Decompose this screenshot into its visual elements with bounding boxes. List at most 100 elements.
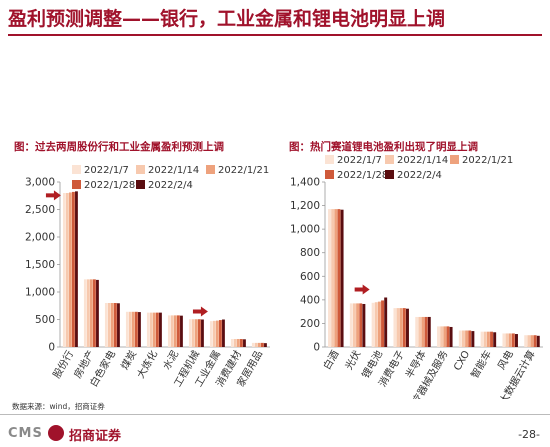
bar-房地产-2022/1/28 xyxy=(93,279,96,347)
bar-家居用品-2022/2/4 xyxy=(264,343,267,347)
bar-消费电子-2022/1/14 xyxy=(396,308,400,347)
bar-股份行-2022/1/21 xyxy=(68,192,72,347)
bar-白色家电-2022/1/21 xyxy=(110,303,114,347)
logo-chinese: 招商证券 xyxy=(69,429,122,444)
bar-大炼化-2022/1/21 xyxy=(152,312,156,347)
y-tick-label: 1,000 xyxy=(25,287,55,299)
y-tick-label: 2,000 xyxy=(25,232,55,244)
bar-股份行-2022/1/7 xyxy=(62,193,66,347)
bar-工业金属-2022/1/21 xyxy=(215,320,219,347)
bar-半导体-2022/2/4 xyxy=(427,316,431,347)
y-tick-label: 2,500 xyxy=(25,204,55,216)
bar-家居用品-2022/1/14 xyxy=(254,342,258,347)
bar-医疗器械及服务-2022/1/14 xyxy=(440,326,444,347)
bar-白酒-2022/2/4 xyxy=(340,209,344,347)
bar-水泥-2022/2/4 xyxy=(180,315,183,347)
bar-工程机械-2022/1/28 xyxy=(198,319,201,347)
bar-白色家电-2022/1/14 xyxy=(107,303,111,347)
bar-水泥-2022/1/21 xyxy=(173,315,177,347)
y-tick-label: 400 xyxy=(300,294,320,306)
legend-label: 2022/1/14 xyxy=(148,165,199,176)
bar-房地产-2022/2/4 xyxy=(96,279,99,347)
bar-大数据云计算-2022/2/4 xyxy=(536,335,540,347)
bar-房地产-2022/1/7 xyxy=(83,279,87,347)
bar-大数据云计算-2022/1/21 xyxy=(530,335,534,347)
bar-白色家电-2022/1/28 xyxy=(114,303,117,347)
legend-swatch xyxy=(385,170,394,179)
title-rule xyxy=(8,34,542,36)
x-tick-label: 大炼化 xyxy=(134,348,160,380)
bar-股份行-2022/1/28 xyxy=(72,191,75,347)
bar-智能车-2022/1/28 xyxy=(490,331,494,347)
bar-智能车-2022/1/14 xyxy=(483,331,487,347)
bar-水泥-2022/1/14 xyxy=(170,315,174,347)
arrow-marker-icon xyxy=(192,306,208,317)
bar-消费建材-2022/1/14 xyxy=(233,339,237,347)
bar-白色家电-2022/1/7 xyxy=(104,303,108,347)
legend-swatch xyxy=(72,165,81,174)
legend-swatch xyxy=(325,170,334,179)
bar-消费电子-2022/1/21 xyxy=(399,308,403,347)
bar-白酒-2022/1/7 xyxy=(328,209,331,347)
y-tick-label: 500 xyxy=(35,314,55,326)
y-tick-label: 1,500 xyxy=(25,259,55,271)
x-tick-label: CXO xyxy=(452,349,472,373)
legend-swatch xyxy=(136,165,145,174)
bar-光伏-2022/1/21 xyxy=(356,303,360,347)
bar-煤炭-2022/1/28 xyxy=(135,311,138,347)
x-tick-label: 风电 xyxy=(495,348,516,372)
bar-光伏-2022/1/7 xyxy=(349,303,353,347)
bar-医疗器械及服务-2022/1/7 xyxy=(437,326,440,347)
bar-股份行-2022/1/14 xyxy=(65,193,69,347)
legend-swatch xyxy=(385,155,394,164)
bar-CXO-2022/1/14 xyxy=(461,330,465,347)
bar-光伏-2022/1/28 xyxy=(359,303,363,347)
y-tick-label: 600 xyxy=(300,271,320,283)
bar-工业金属-2022/1/28 xyxy=(219,320,222,347)
legend-swatch xyxy=(136,180,145,189)
bar-煤炭-2022/1/7 xyxy=(125,311,129,347)
bar-风电-2022/1/7 xyxy=(502,333,506,347)
source-note: 数据来源：wind，招商证券 xyxy=(12,402,105,411)
legend: 2022/1/7 2022/1/14 2022/1/21 2022/1/28 2022/… xyxy=(325,155,513,181)
bar-大数据云计算-2022/1/7 xyxy=(524,335,528,347)
page-number: -28- xyxy=(518,428,540,441)
bar-工业金属-2022/2/4 xyxy=(222,319,225,347)
bar-水泥-2022/1/28 xyxy=(177,315,180,347)
legend-label: 2022/1/7 xyxy=(337,155,382,166)
bar-大数据云计算-2022/1/28 xyxy=(533,335,537,347)
bar-白酒-2022/1/21 xyxy=(334,209,338,347)
bar-大炼化-2022/1/7 xyxy=(146,312,150,347)
bar-水泥-2022/1/7 xyxy=(167,315,171,347)
bar-医疗器械及服务-2022/1/21 xyxy=(443,326,447,347)
bar-消费电子-2022/1/28 xyxy=(402,308,406,347)
bar-智能车-2022/2/4 xyxy=(493,332,497,347)
bar-房地产-2022/1/21 xyxy=(89,279,93,347)
bar-医疗器械及服务-2022/1/28 xyxy=(446,326,450,347)
bar-煤炭-2022/2/4 xyxy=(138,312,141,347)
bar-大炼化-2022/2/4 xyxy=(159,312,162,347)
legend-label: 2022/1/21 xyxy=(462,155,513,166)
bar-白酒-2022/1/14 xyxy=(331,209,335,347)
bar-锂电池-2022/1/21 xyxy=(377,301,381,347)
legend-label: 2022/2/4 xyxy=(397,170,442,181)
left-bar-chart: 05001,0001,5002,0002,5003,000股份行房地产白色家电煤… xyxy=(25,165,270,389)
legend: 2022/1/7 2022/1/14 2022/1/21 2022/1/28 2022/… xyxy=(72,165,269,191)
bar-家居用品-2022/1/21 xyxy=(257,342,261,347)
bar-CXO-2022/1/7 xyxy=(458,330,462,347)
bar-消费建材-2022/1/7 xyxy=(230,339,234,347)
bar-半导体-2022/1/21 xyxy=(421,316,425,347)
bar-股份行-2022/2/4 xyxy=(75,191,78,347)
bar-锂电池-2022/1/28 xyxy=(381,300,385,347)
y-tick-label: 0 xyxy=(48,342,55,354)
bar-消费建材-2022/1/21 xyxy=(236,339,240,347)
y-tick-label: 3,000 xyxy=(25,177,55,189)
legend-label: 2022/1/7 xyxy=(84,165,129,176)
bar-消费电子-2022/1/7 xyxy=(393,308,397,347)
x-tick-label: 水泥 xyxy=(160,348,181,372)
bar-智能车-2022/1/21 xyxy=(486,331,490,347)
bar-锂电池-2022/1/14 xyxy=(374,302,378,347)
bar-消费建材-2022/2/4 xyxy=(243,339,246,347)
arrow-marker-icon xyxy=(354,284,370,295)
bar-半导体-2022/1/7 xyxy=(415,316,419,347)
